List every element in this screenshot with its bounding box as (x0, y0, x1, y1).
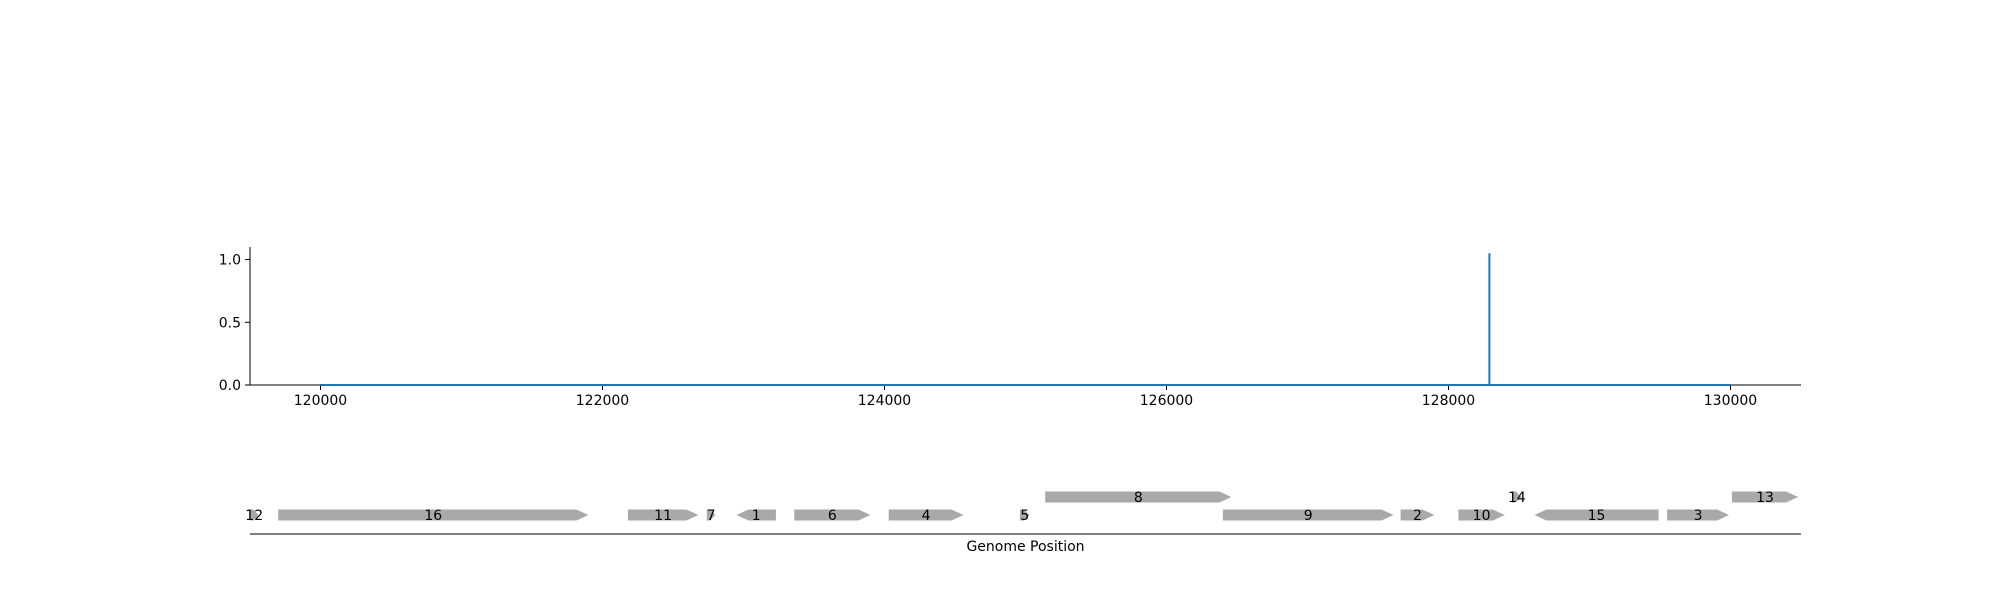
x-tick-label: 122000 (576, 393, 629, 409)
gene-label-11: 11 (654, 508, 672, 524)
gene-label-9: 9 (1304, 508, 1313, 524)
gene-label-15: 15 (1588, 508, 1606, 524)
gene-feature-14 (1512, 491, 1522, 503)
gene-feature-9 (1222, 509, 1394, 521)
gene-feature-3 (1667, 509, 1730, 521)
x-tick-label: 124000 (858, 393, 911, 409)
coverage-axes (249, 247, 1801, 386)
gene-label-7: 7 (707, 508, 716, 524)
gene-label-8: 8 (1134, 490, 1143, 506)
gene-feature-12 (250, 509, 259, 521)
y-tick-label: 0.5 (219, 315, 241, 331)
gene-feature-15 (1534, 509, 1659, 521)
gene-label-3: 3 (1694, 508, 1703, 524)
gene-label-14: 14 (1508, 490, 1526, 506)
gene-label-16: 16 (424, 508, 442, 524)
gene-feature-11 (627, 509, 699, 521)
gene-label-1: 1 (752, 508, 761, 524)
x-tick-label: 120000 (294, 393, 347, 409)
x-tick-label: 126000 (1140, 393, 1193, 409)
gene-feature-13 (1731, 491, 1799, 503)
gene-label-10: 10 (1473, 508, 1491, 524)
gene-feature-6 (794, 509, 871, 521)
x-tick-label: 130000 (1704, 393, 1757, 409)
gene-feature-7 (706, 509, 716, 521)
gene-feature-10 (1458, 509, 1505, 521)
x-tick-label: 128000 (1422, 393, 1475, 409)
y-tick-label: 1.0 (219, 253, 241, 269)
gene-feature-4 (888, 509, 964, 521)
gene-label-4: 4 (922, 508, 931, 524)
y-tick-label: 0.0 (219, 378, 241, 394)
coverage-plot: 120000 122000 124000 126000 128000 130000 0.0 0… (219, 247, 1801, 409)
gene-label-12: 12 (245, 508, 263, 524)
coverage-series (320, 253, 1731, 386)
gene-label-2: 2 (1413, 508, 1422, 524)
gene-feature-16 (278, 509, 589, 521)
gene-label-6: 6 (828, 508, 837, 524)
gene-label-5: 5 (1020, 508, 1029, 524)
gene-feature-1 (736, 509, 776, 521)
coverage-line (320, 253, 1731, 386)
gene-feature-8 (1045, 491, 1232, 503)
gene-feature-5 (1019, 509, 1030, 521)
gene-feature-2 (1400, 509, 1435, 521)
gene-label-13: 13 (1756, 490, 1774, 506)
coverage-ticks: 120000 122000 124000 126000 128000 130000 0.0 0… (219, 253, 1757, 409)
gene-map-xlabel: Genome Position (966, 539, 1084, 555)
